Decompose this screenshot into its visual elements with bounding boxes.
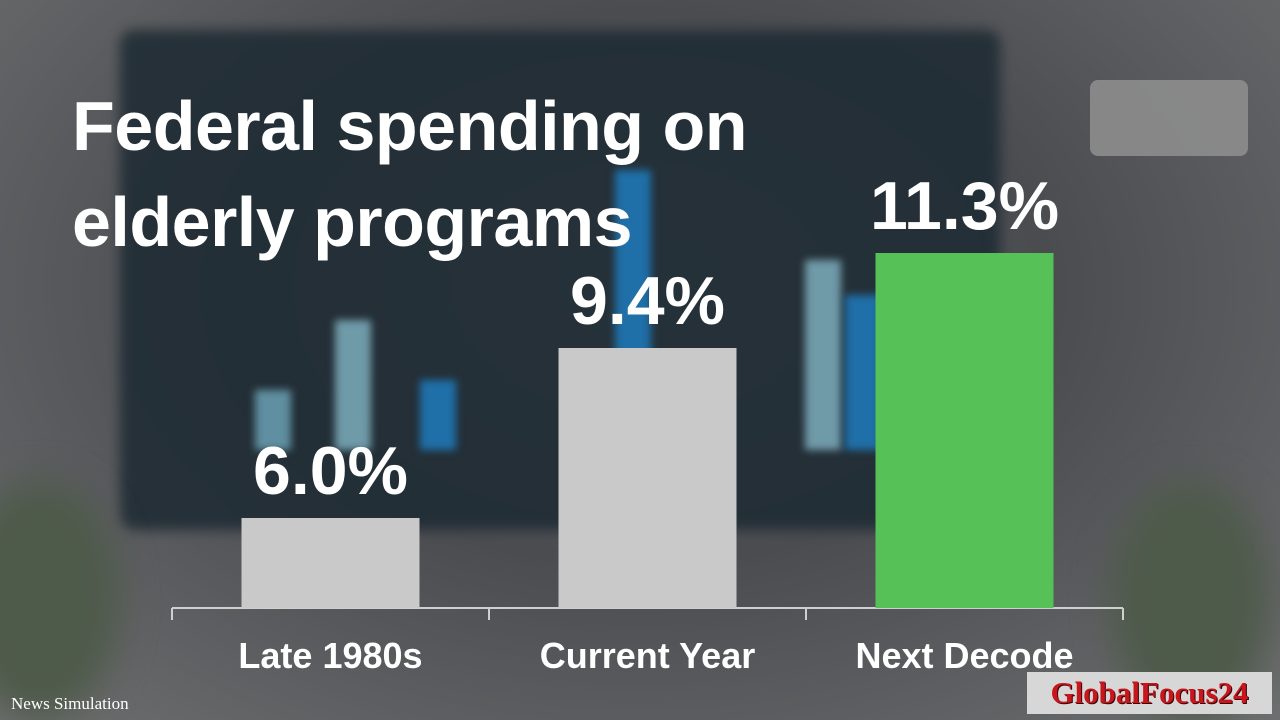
title-line-2: elderly programs: [72, 183, 633, 261]
chart-title: Federal spending on elderly programs: [72, 78, 748, 270]
bar: [875, 253, 1054, 608]
background-decoration: [255, 390, 291, 450]
background-decoration: [420, 380, 456, 450]
source-label: News Simulation: [11, 694, 129, 713]
title-line-1: Federal spending on: [72, 87, 748, 165]
background-decoration: [805, 260, 841, 450]
logo-watermark: [1090, 80, 1248, 156]
brand-logo: GlobalFocus24: [1027, 672, 1272, 714]
x-tick-label: Late 1980s: [238, 635, 422, 676]
x-tick-label: Next Decode: [855, 635, 1073, 676]
background-decoration: [335, 320, 371, 450]
data-label: 6.0%: [253, 433, 408, 509]
bar: [558, 348, 737, 608]
data-label: 11.3%: [870, 168, 1059, 244]
background-decoration: [845, 295, 881, 450]
x-tick-label: Current Year: [540, 635, 755, 676]
bar: [241, 518, 420, 608]
data-label: 9.4%: [570, 263, 725, 339]
